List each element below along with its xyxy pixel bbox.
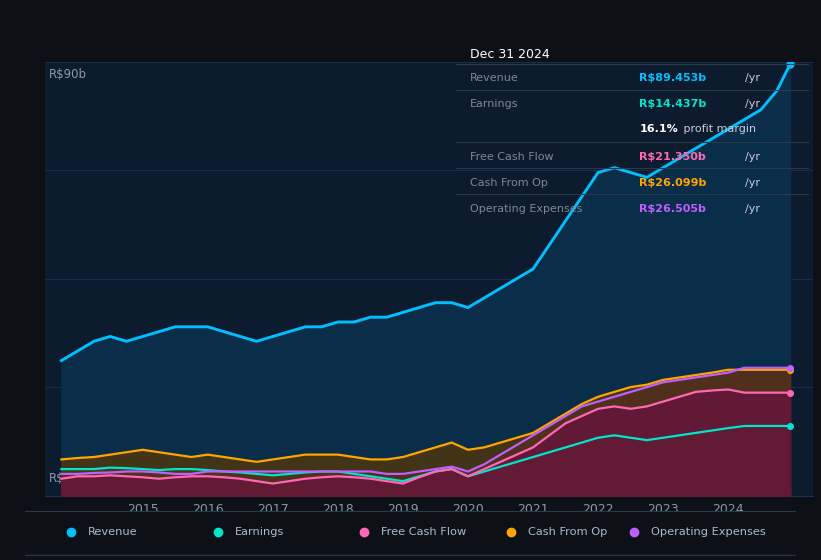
Text: R$0: R$0 xyxy=(49,472,72,485)
Text: Cash From Op: Cash From Op xyxy=(470,178,548,188)
Text: R$21.350b: R$21.350b xyxy=(640,152,706,162)
Text: /yr: /yr xyxy=(745,73,760,83)
Text: R$26.505b: R$26.505b xyxy=(640,204,706,213)
Text: /yr: /yr xyxy=(745,152,760,162)
Text: Operating Expenses: Operating Expenses xyxy=(470,204,582,213)
FancyBboxPatch shape xyxy=(17,511,804,556)
Text: profit margin: profit margin xyxy=(680,124,756,134)
Text: Operating Expenses: Operating Expenses xyxy=(651,528,766,538)
Text: R$14.437b: R$14.437b xyxy=(640,99,707,109)
Text: Earnings: Earnings xyxy=(470,99,518,109)
Text: 16.1%: 16.1% xyxy=(640,124,678,134)
Text: Free Cash Flow: Free Cash Flow xyxy=(470,152,553,162)
Text: Revenue: Revenue xyxy=(88,528,138,538)
Text: /yr: /yr xyxy=(745,99,760,109)
Text: /yr: /yr xyxy=(745,178,760,188)
Text: R$26.099b: R$26.099b xyxy=(640,178,707,188)
Text: R$90b: R$90b xyxy=(49,68,87,81)
Text: Earnings: Earnings xyxy=(235,528,284,538)
Text: Dec 31 2024: Dec 31 2024 xyxy=(470,48,549,60)
Text: Cash From Op: Cash From Op xyxy=(528,528,608,538)
Text: R$89.453b: R$89.453b xyxy=(640,73,706,83)
Text: /yr: /yr xyxy=(745,204,760,213)
Text: Revenue: Revenue xyxy=(470,73,519,83)
Text: Free Cash Flow: Free Cash Flow xyxy=(381,528,466,538)
